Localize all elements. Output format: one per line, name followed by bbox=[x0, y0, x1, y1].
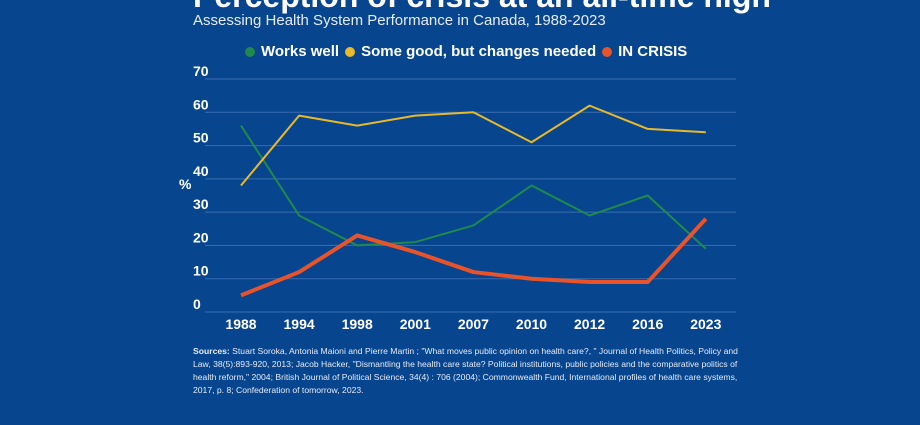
y-tick-label: 50 bbox=[193, 130, 209, 146]
legend-item-some-good: Some good, but changes needed bbox=[345, 43, 596, 60]
sources-note: Sources: Stuart Soroka, Antonia Maioni a… bbox=[193, 345, 753, 397]
x-tick-label: 2012 bbox=[574, 316, 605, 332]
x-tick-label: 2001 bbox=[400, 316, 431, 332]
y-tick-label: 0 bbox=[193, 296, 201, 312]
chart-subtitle: Assessing Health System Performance in C… bbox=[193, 12, 606, 29]
x-tick-label: 2016 bbox=[632, 316, 663, 332]
x-tick-label: 2023 bbox=[690, 316, 721, 332]
y-tick-label: 20 bbox=[193, 229, 209, 245]
legend: Works well Some good, but changes needed… bbox=[245, 43, 687, 60]
y-axis-label: % bbox=[179, 176, 192, 192]
series-line-in-crisis bbox=[240, 217, 708, 298]
y-tick-label: 40 bbox=[193, 163, 209, 179]
x-tick-label: 2010 bbox=[516, 316, 547, 332]
line-chart: % 0 10 20 30 40 50 60 70 1988 1994 1998 2001 2007 201… bbox=[179, 63, 736, 332]
legend-label: Works well bbox=[261, 43, 340, 60]
x-tick-label: 2007 bbox=[458, 316, 489, 332]
legend-item-in-crisis: IN CRISIS bbox=[602, 43, 687, 60]
y-tick-label: 70 bbox=[193, 63, 209, 79]
legend-dot-icon bbox=[602, 46, 613, 57]
x-tick-label: 1994 bbox=[284, 316, 315, 332]
y-tick-label: 60 bbox=[193, 96, 209, 112]
legend-label: IN CRISIS bbox=[618, 43, 688, 60]
y-tick-label: 30 bbox=[193, 196, 209, 212]
chart-title: Perception of crisis at an all-time high bbox=[193, 0, 771, 15]
legend-item-works-well: Works well bbox=[245, 43, 339, 60]
x-tick-label: 1988 bbox=[225, 316, 256, 332]
x-tick-label: 1998 bbox=[342, 316, 373, 332]
legend-dot-icon bbox=[345, 46, 356, 57]
sources-label: Sources: bbox=[193, 346, 230, 356]
y-tick-label: 10 bbox=[193, 263, 209, 279]
series-line-works-well bbox=[240, 125, 707, 250]
legend-label: Some good, but changes needed bbox=[361, 43, 597, 60]
legend-dot-icon bbox=[245, 46, 255, 57]
sources-text: Stuart Soroka, Antonia Maioni and Pierre… bbox=[193, 346, 738, 395]
